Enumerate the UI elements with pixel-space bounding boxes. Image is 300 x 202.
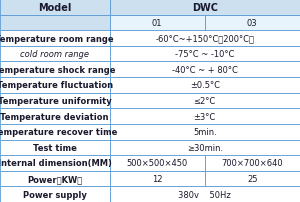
Bar (0, 78, 110, 93)
Text: Temperature shock range: Temperature shock range (0, 65, 116, 74)
Bar (0, 171, 110, 186)
Bar (0, 155, 110, 171)
Text: -60°C~+150°C（200°C）: -60°C~+150°C（200°C） (155, 34, 254, 43)
Bar (0, 140, 110, 155)
Bar (110, 62, 300, 78)
Bar (205, 16, 300, 31)
Text: ±0.5°C: ±0.5°C (190, 81, 220, 90)
Text: 03: 03 (247, 19, 258, 28)
Bar (0, 93, 110, 109)
Bar (0, 109, 110, 124)
Bar (205, 155, 300, 171)
Bar (0, 0, 110, 16)
Bar (110, 171, 205, 186)
Bar (0, 47, 110, 62)
Text: 700×700×640: 700×700×640 (221, 159, 283, 168)
Bar (205, 171, 300, 186)
Bar (110, 109, 300, 124)
Text: ≥30min.: ≥30min. (187, 143, 223, 152)
Bar (110, 140, 300, 155)
Bar (110, 124, 300, 140)
Bar (0, 16, 110, 31)
Text: Power（KW）: Power（KW） (27, 174, 82, 183)
Bar (110, 31, 300, 47)
Bar (110, 186, 300, 202)
Bar (110, 47, 300, 62)
Text: Power supply: Power supply (23, 190, 87, 199)
Text: cold room range: cold room range (20, 50, 89, 59)
Text: 500×500×450: 500×500×450 (126, 159, 188, 168)
Text: Internal dimension(MM): Internal dimension(MM) (0, 159, 112, 168)
Text: Model: Model (38, 3, 71, 13)
Text: 25: 25 (247, 174, 257, 183)
Text: 5min.: 5min. (193, 128, 217, 137)
Text: 01: 01 (152, 19, 162, 28)
Text: -75°C ~ -10°C: -75°C ~ -10°C (175, 50, 234, 59)
Text: ≤2°C: ≤2°C (194, 97, 216, 105)
Bar (110, 16, 205, 31)
Bar (110, 93, 300, 109)
Bar (110, 0, 300, 16)
Bar (110, 78, 300, 93)
Text: Temperature fluctuation: Temperature fluctuation (0, 81, 113, 90)
Bar (110, 155, 205, 171)
Text: Temperature uniformity: Temperature uniformity (0, 97, 112, 105)
Text: Test time: Test time (33, 143, 77, 152)
Bar (0, 186, 110, 202)
Bar (0, 31, 110, 47)
Text: -40°C ~ + 80°C: -40°C ~ + 80°C (172, 65, 238, 74)
Text: Temperature recover time: Temperature recover time (0, 128, 117, 137)
Bar (0, 124, 110, 140)
Text: DWC: DWC (192, 3, 218, 13)
Text: Temperature room range: Temperature room range (0, 34, 114, 43)
Text: ±3°C: ±3°C (194, 112, 216, 121)
Text: Temperature deviation: Temperature deviation (1, 112, 109, 121)
Text: 12: 12 (152, 174, 162, 183)
Bar (0, 62, 110, 78)
Text: 380v    50Hz: 380v 50Hz (178, 190, 231, 199)
